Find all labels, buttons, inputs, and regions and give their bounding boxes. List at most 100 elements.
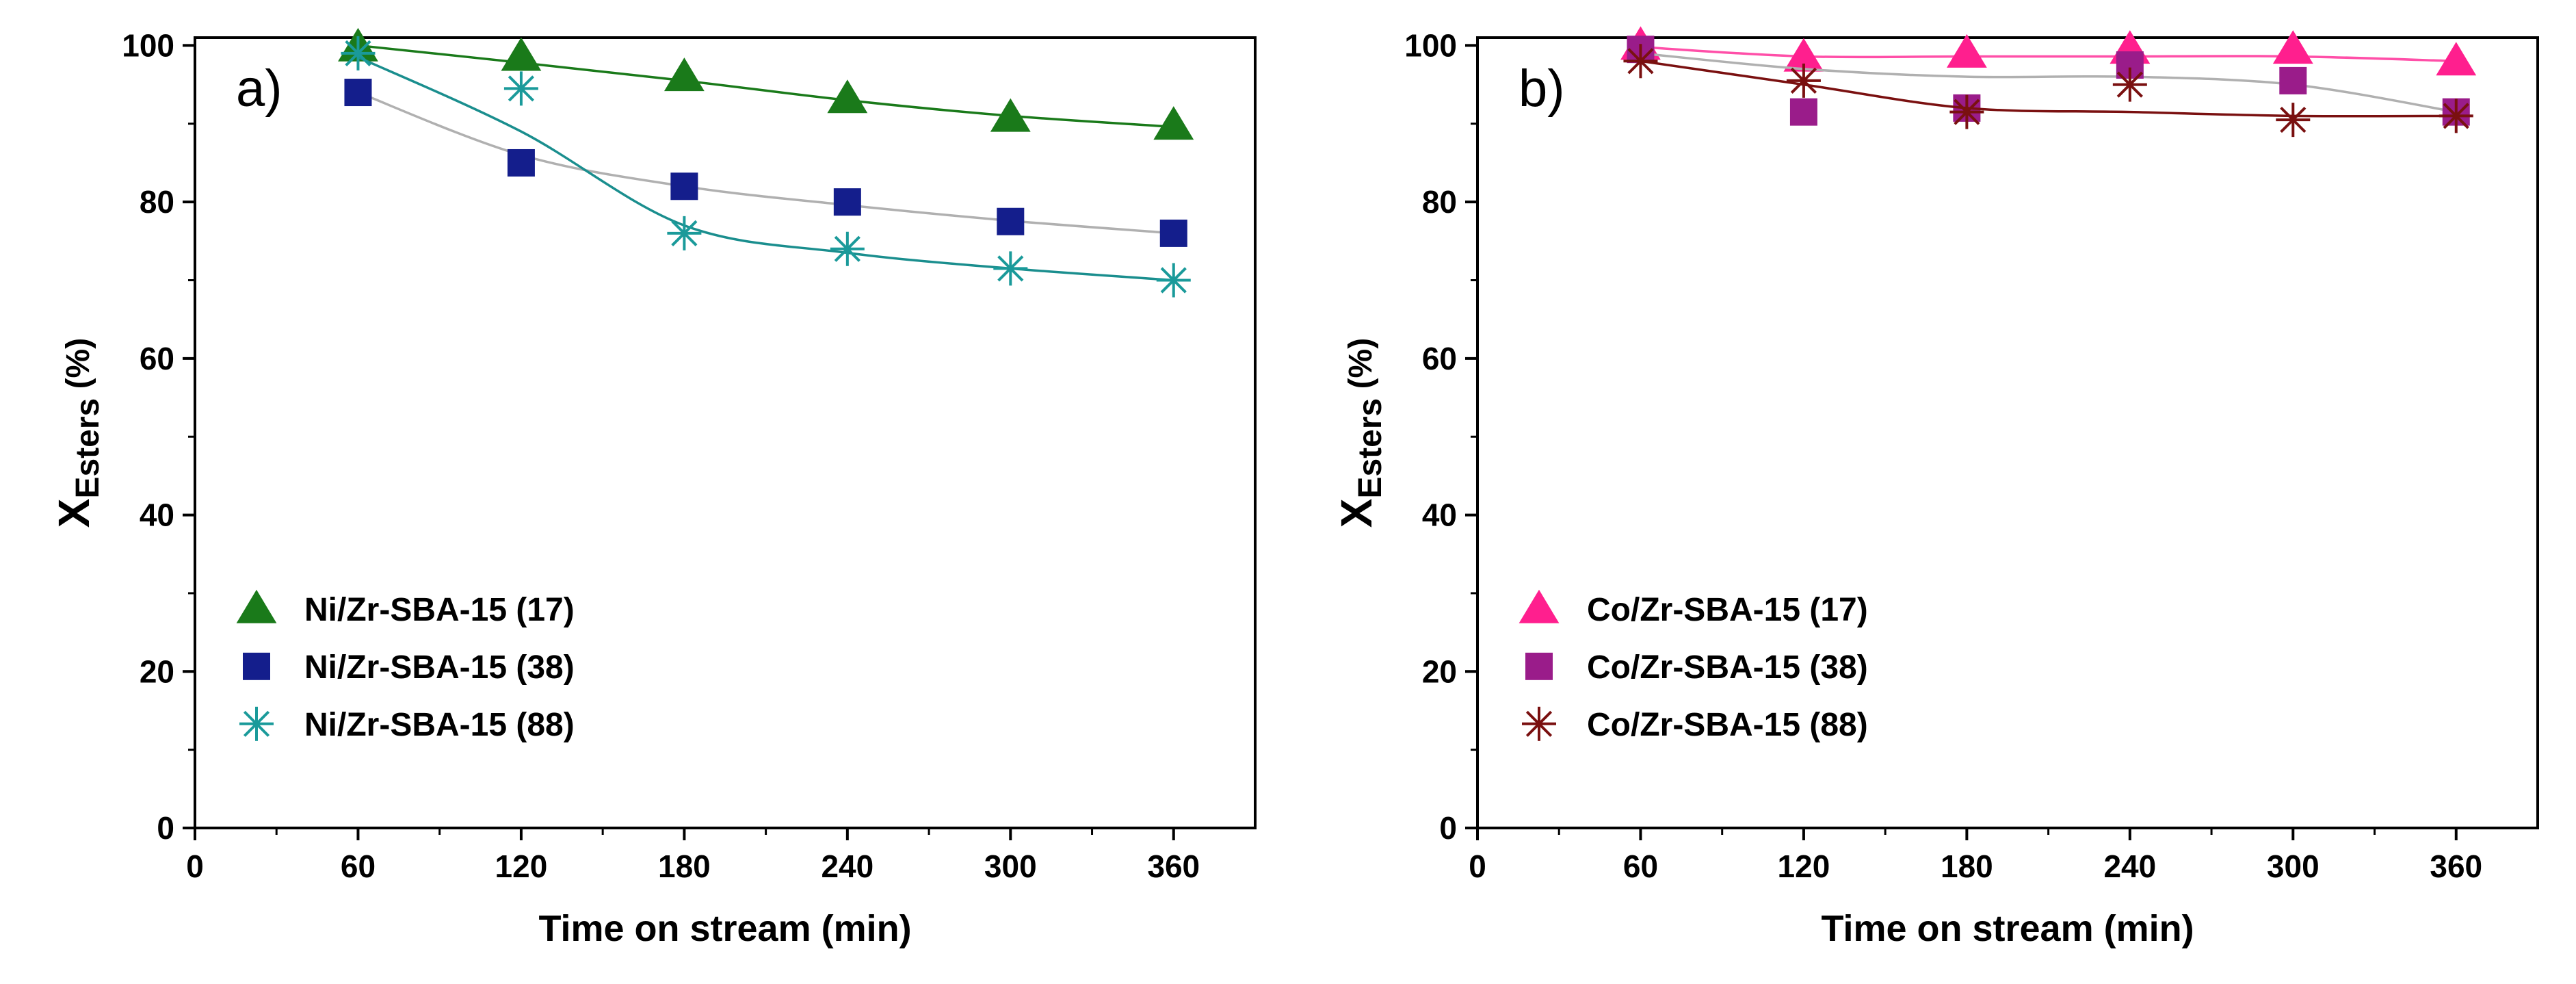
x-axis-title: Time on stream (min) [1821,908,2194,949]
legend-marker [236,589,277,623]
series-3 [341,36,1191,298]
y-tick-label: 0 [1439,810,1457,846]
x-tick-label: 120 [495,849,548,884]
asterisk-stroke [1627,48,1654,75]
legend-label: Co/Zr-SBA-15 (88) [1587,707,1868,743]
asterisk-stroke [243,710,270,737]
asterisk-stroke [345,40,371,66]
data-point [344,79,372,107]
y-tick-label: 20 [1422,653,1457,689]
asterisk-stroke [508,75,535,102]
legend-marker [1522,706,1556,741]
series-fit-line [1640,52,2457,114]
y-axis-title: XEsters (%) [1332,338,1389,528]
x-tick-label: 360 [1147,849,1200,884]
legend-label: Ni/Zr-SBA-15 (17) [304,592,575,628]
data-point [830,231,865,266]
legend: Co/Zr-SBA-15 (17) Co/Zr-SBA-15 (38) Co/Zr-… [1519,589,1868,743]
data-point [341,36,376,70]
data-point [507,148,535,177]
asterisk-stroke [1790,67,1817,94]
asterisk-stroke [2116,71,2143,98]
panel-label: b) [1519,60,1565,118]
legend-marker [239,706,274,741]
chart-panel-a: 0 60 120 180 240 300 360 0 20 40 60 80 100 Time on st… [49,27,1257,949]
data-point [1156,263,1191,298]
legend-marker [1525,652,1553,680]
data-point [667,216,702,250]
y-axis-title: XEsters (%) [49,338,106,528]
asterisk-stroke [1160,267,1187,294]
data-point [827,79,868,114]
data-point [1153,106,1194,140]
series-3 [1623,44,2473,138]
data-point [997,207,1025,235]
data-point [1949,94,1984,129]
y-tick-label: 20 [140,653,174,689]
y-tick-label: 100 [1404,27,1457,63]
data-point [1789,98,1817,126]
legend-label: Ni/Zr-SBA-15 (38) [304,649,575,686]
plot-frame [1476,36,2539,829]
legend-marker [1519,589,1560,623]
x-tick-label: 60 [1623,849,1658,884]
data-point [993,251,1028,286]
y-tick-label: 40 [1422,497,1457,533]
y-tick-label: 0 [157,810,174,846]
data-point [1786,63,1821,98]
series-fit-line [357,55,1174,282]
y-tick-label: 60 [140,341,174,376]
data-point [1159,219,1187,247]
series-2 [344,79,1187,247]
legend-marker [243,652,270,680]
asterisk-stroke [671,220,698,246]
legend-label: Co/Zr-SBA-15 (17) [1587,592,1868,628]
x-tick-label: 180 [658,849,711,884]
data-point [1946,34,1987,68]
legend-label: Co/Zr-SBA-15 (38) [1587,649,1868,686]
x-tick-label: 240 [821,849,873,884]
data-point [663,57,705,92]
chart-panel-b: 0 60 120 180 240 300 360 0 20 40 60 80 100 Time on st… [1332,26,2539,949]
legend-label: Ni/Zr-SBA-15 (88) [304,707,575,743]
series-fit-line [357,91,1174,235]
x-axis-title: Time on stream (min) [538,908,911,949]
series-fit-line [1640,60,2456,118]
x-tick-label: 300 [984,849,1037,884]
data-point [2439,99,2473,133]
data-point [990,98,1031,132]
y-tick-label: 80 [1422,184,1457,220]
x-tick-label: 240 [2103,849,2156,884]
x-tick-label: 0 [1469,849,1486,884]
asterisk-stroke [834,235,860,262]
y-tick-label: 40 [140,497,174,533]
legend: Ni/Zr-SBA-15 (17) Ni/Zr-SBA-15 (38) Ni/Zr-… [236,589,575,743]
y-tick-label: 60 [1422,341,1457,376]
data-point [2272,30,2313,64]
data-point [503,71,538,106]
data-point [833,188,861,216]
data-point [1623,44,1658,79]
asterisk-stroke [1525,710,1553,737]
series-1 [338,27,1194,140]
panel-label: a) [236,60,282,118]
x-tick-label: 0 [186,849,204,884]
y-tick-label: 100 [122,27,174,63]
x-tick-label: 60 [341,849,376,884]
series-fit-line [358,44,1174,129]
data-point [501,37,542,71]
data-point [2112,67,2147,102]
plot-frame [194,36,1257,829]
x-tick-label: 300 [2267,849,2319,884]
series-1 [1620,26,2477,76]
data-point [1783,38,1824,72]
x-tick-label: 180 [1941,849,1993,884]
asterisk-stroke [997,255,1024,282]
y-tick-label: 80 [140,184,174,220]
data-point [670,172,698,200]
data-point [2279,66,2307,94]
asterisk-stroke [2280,106,2306,133]
series-fit-line [1640,45,2456,63]
data-point [2276,103,2311,138]
